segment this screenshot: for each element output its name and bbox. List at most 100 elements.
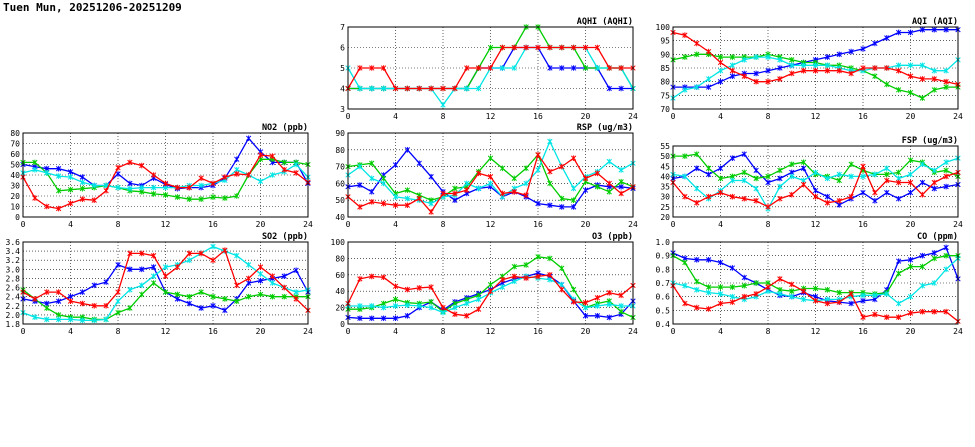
o3-xtick-label: 24 (628, 327, 638, 336)
fsp-point-cyan (789, 173, 795, 180)
fsp-frame (672, 145, 959, 218)
aqi-point-red (729, 67, 736, 74)
no2-point-red (55, 205, 62, 212)
aqhi-xtick-label: 20 (581, 112, 591, 121)
so2-point-green (162, 289, 169, 295)
aqhi-point-red (487, 65, 494, 71)
co-point-blue (931, 250, 937, 256)
aqi-point-cyan (694, 84, 700, 90)
fsp-point-red (824, 200, 831, 206)
aqi-point-green (872, 73, 878, 79)
fsp-point-blue (943, 183, 949, 190)
fsp-point-blue (717, 165, 724, 172)
co-point-red (812, 297, 819, 304)
aqi-point-red (753, 78, 759, 85)
o3-point-red (440, 304, 446, 311)
rsp-point-red (535, 152, 541, 158)
co-point-cyan (800, 296, 807, 303)
aqhi-point-cyan (357, 85, 363, 92)
aqi-point-green (907, 89, 914, 96)
co-point-blue (705, 256, 712, 263)
o3-point-cyan (380, 304, 387, 311)
no2-point-blue (245, 135, 252, 142)
o3-point-cyan (475, 296, 482, 303)
so2-point-green (186, 293, 192, 300)
co-point-cyan (895, 300, 902, 307)
aqi-xtick-label: 24 (953, 112, 963, 121)
co-point-red (824, 300, 831, 307)
rsp-ytick-label: 60 (335, 179, 345, 188)
co-point-green (943, 252, 949, 259)
rsp-point-cyan (523, 180, 529, 187)
rsp-point-cyan (428, 200, 434, 207)
so2-point-red (174, 264, 181, 270)
aqi-chart: 0 4 8 12 16 20 24 70 75 80 85 90 95 100 AQI (AQI) (656, 17, 963, 121)
so2-point-cyan (210, 243, 216, 250)
co-point-green (895, 270, 902, 277)
so2-point-cyan (245, 261, 252, 268)
aqhi-point-red (606, 65, 612, 71)
fsp-point-cyan (848, 173, 854, 180)
so2-point-blue (115, 261, 121, 268)
rsp-point-red (380, 200, 387, 207)
so2-point-red (32, 296, 38, 302)
fsp-point-red (848, 193, 854, 200)
fsp-point-red (943, 173, 949, 180)
no2-point-red (269, 153, 276, 159)
no2-point-green (222, 195, 228, 201)
co-ytick-label: 0.4 (656, 320, 671, 329)
so2-point-green (115, 309, 121, 316)
rsp-point-green (487, 155, 494, 161)
fsp-point-blue (824, 193, 831, 200)
so2-point-green (210, 293, 216, 300)
so2-frame (22, 241, 309, 325)
fsp-xtick-label: 8 (766, 220, 771, 229)
aqi-ytick-label: 85 (660, 64, 670, 73)
aqhi-ytick-label: 3 (340, 105, 345, 114)
no2-point-blue (67, 169, 74, 175)
rsp-point-cyan (357, 163, 363, 170)
aqhi-point-cyan (380, 85, 387, 92)
fsp-point-red (907, 179, 914, 186)
o3-point-red (464, 313, 470, 319)
rsp-point-green (404, 187, 411, 193)
rsp-point-blue (559, 204, 565, 210)
fsp-xtick-label: 0 (671, 220, 676, 229)
fsp-point-cyan (694, 185, 700, 192)
so2-point-red (186, 250, 192, 257)
so2-point-blue (257, 277, 264, 284)
rsp-point-green (523, 165, 529, 172)
no2-point-red (257, 152, 264, 158)
fsp-xtick-label: 16 (858, 220, 868, 229)
no2-frame (22, 132, 309, 218)
no2-point-cyan (139, 184, 145, 191)
o3-point-red (392, 283, 399, 290)
co-point-cyan (860, 292, 866, 299)
fsp-ytick-label: 40 (660, 172, 670, 181)
aqi-point-red (884, 65, 890, 71)
so2-point-green (269, 293, 276, 300)
aqhi-chart: 0 4 8 12 16 20 24 3 4 5 6 7 AQHI (AQHI) (340, 17, 638, 121)
fsp-point-cyan (824, 175, 831, 182)
fsp-point-cyan (812, 169, 819, 176)
o3-point-cyan (582, 304, 589, 311)
no2-point-green (79, 185, 86, 192)
aqhi-title: AQHI (AQHI) (577, 17, 633, 27)
o3-point-green (511, 263, 517, 270)
no2-point-red (103, 187, 109, 194)
so2-point-blue (281, 273, 287, 279)
so2-point-cyan (186, 257, 192, 264)
aqhi-point-red (392, 85, 399, 92)
so2-point-blue (79, 289, 86, 295)
co-point-green (931, 255, 937, 262)
no2-xtick-label: 16 (208, 220, 218, 229)
aqi-point-red (824, 67, 831, 74)
aqhi-point-red (594, 44, 601, 51)
aqi-point-cyan (907, 62, 914, 69)
aqi-point-green (943, 84, 949, 90)
fsp-point-blue (741, 151, 747, 157)
fsp-point-cyan (753, 185, 759, 192)
co-point-red (705, 306, 712, 312)
